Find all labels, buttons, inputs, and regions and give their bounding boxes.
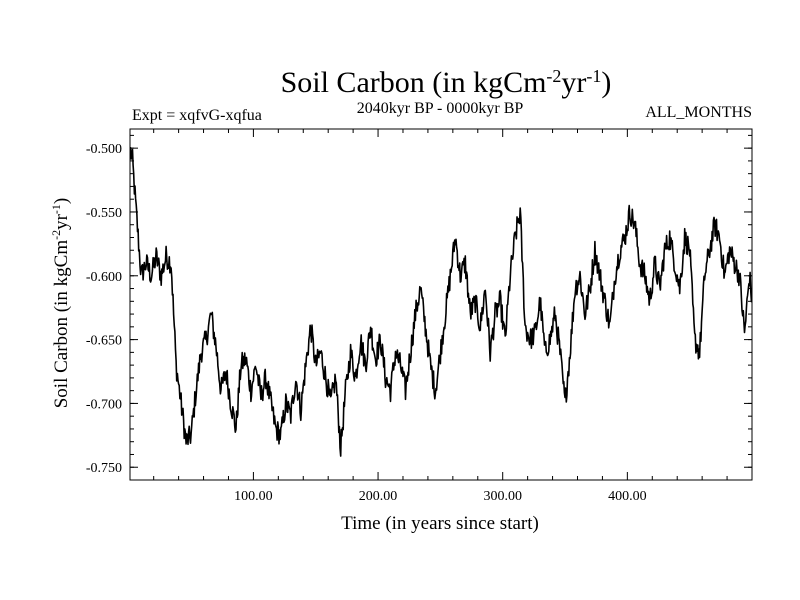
x-tick-label: 400.00 (608, 489, 647, 504)
x-axis-label: Time (in years since start) (341, 513, 539, 534)
y-axis-label: Soil Carbon (in kgCm-2yr-1) (49, 198, 72, 409)
x-tick-label: 100.00 (234, 489, 273, 504)
chart-title: Soil Carbon (in kgCm-2yr-1) (281, 66, 612, 99)
y-tick-label: -0.500 (86, 142, 122, 157)
y-tick-label: -0.750 (86, 461, 122, 476)
months-label: ALL_MONTHS (645, 104, 752, 121)
y-tick-label: -0.550 (86, 206, 122, 221)
x-tick-label: 200.00 (359, 489, 398, 504)
period-label: 2040kyr BP - 0000kyr BP (357, 100, 524, 117)
ticks-layer: -0.500 -0.550 -0.600 -0.650 -0.700 -0.750 100.… (86, 129, 752, 504)
y-tick-label: -0.600 (86, 270, 122, 285)
expt-label: Expt = xqfvG-xqfua (132, 107, 262, 124)
x-tick-label: 300.00 (483, 489, 522, 504)
y-tick-label: -0.650 (86, 334, 122, 349)
y-tick-label: -0.700 (86, 397, 122, 412)
series-layer (129, 147, 753, 457)
series-line (129, 147, 753, 457)
plot-frame (129, 128, 753, 481)
